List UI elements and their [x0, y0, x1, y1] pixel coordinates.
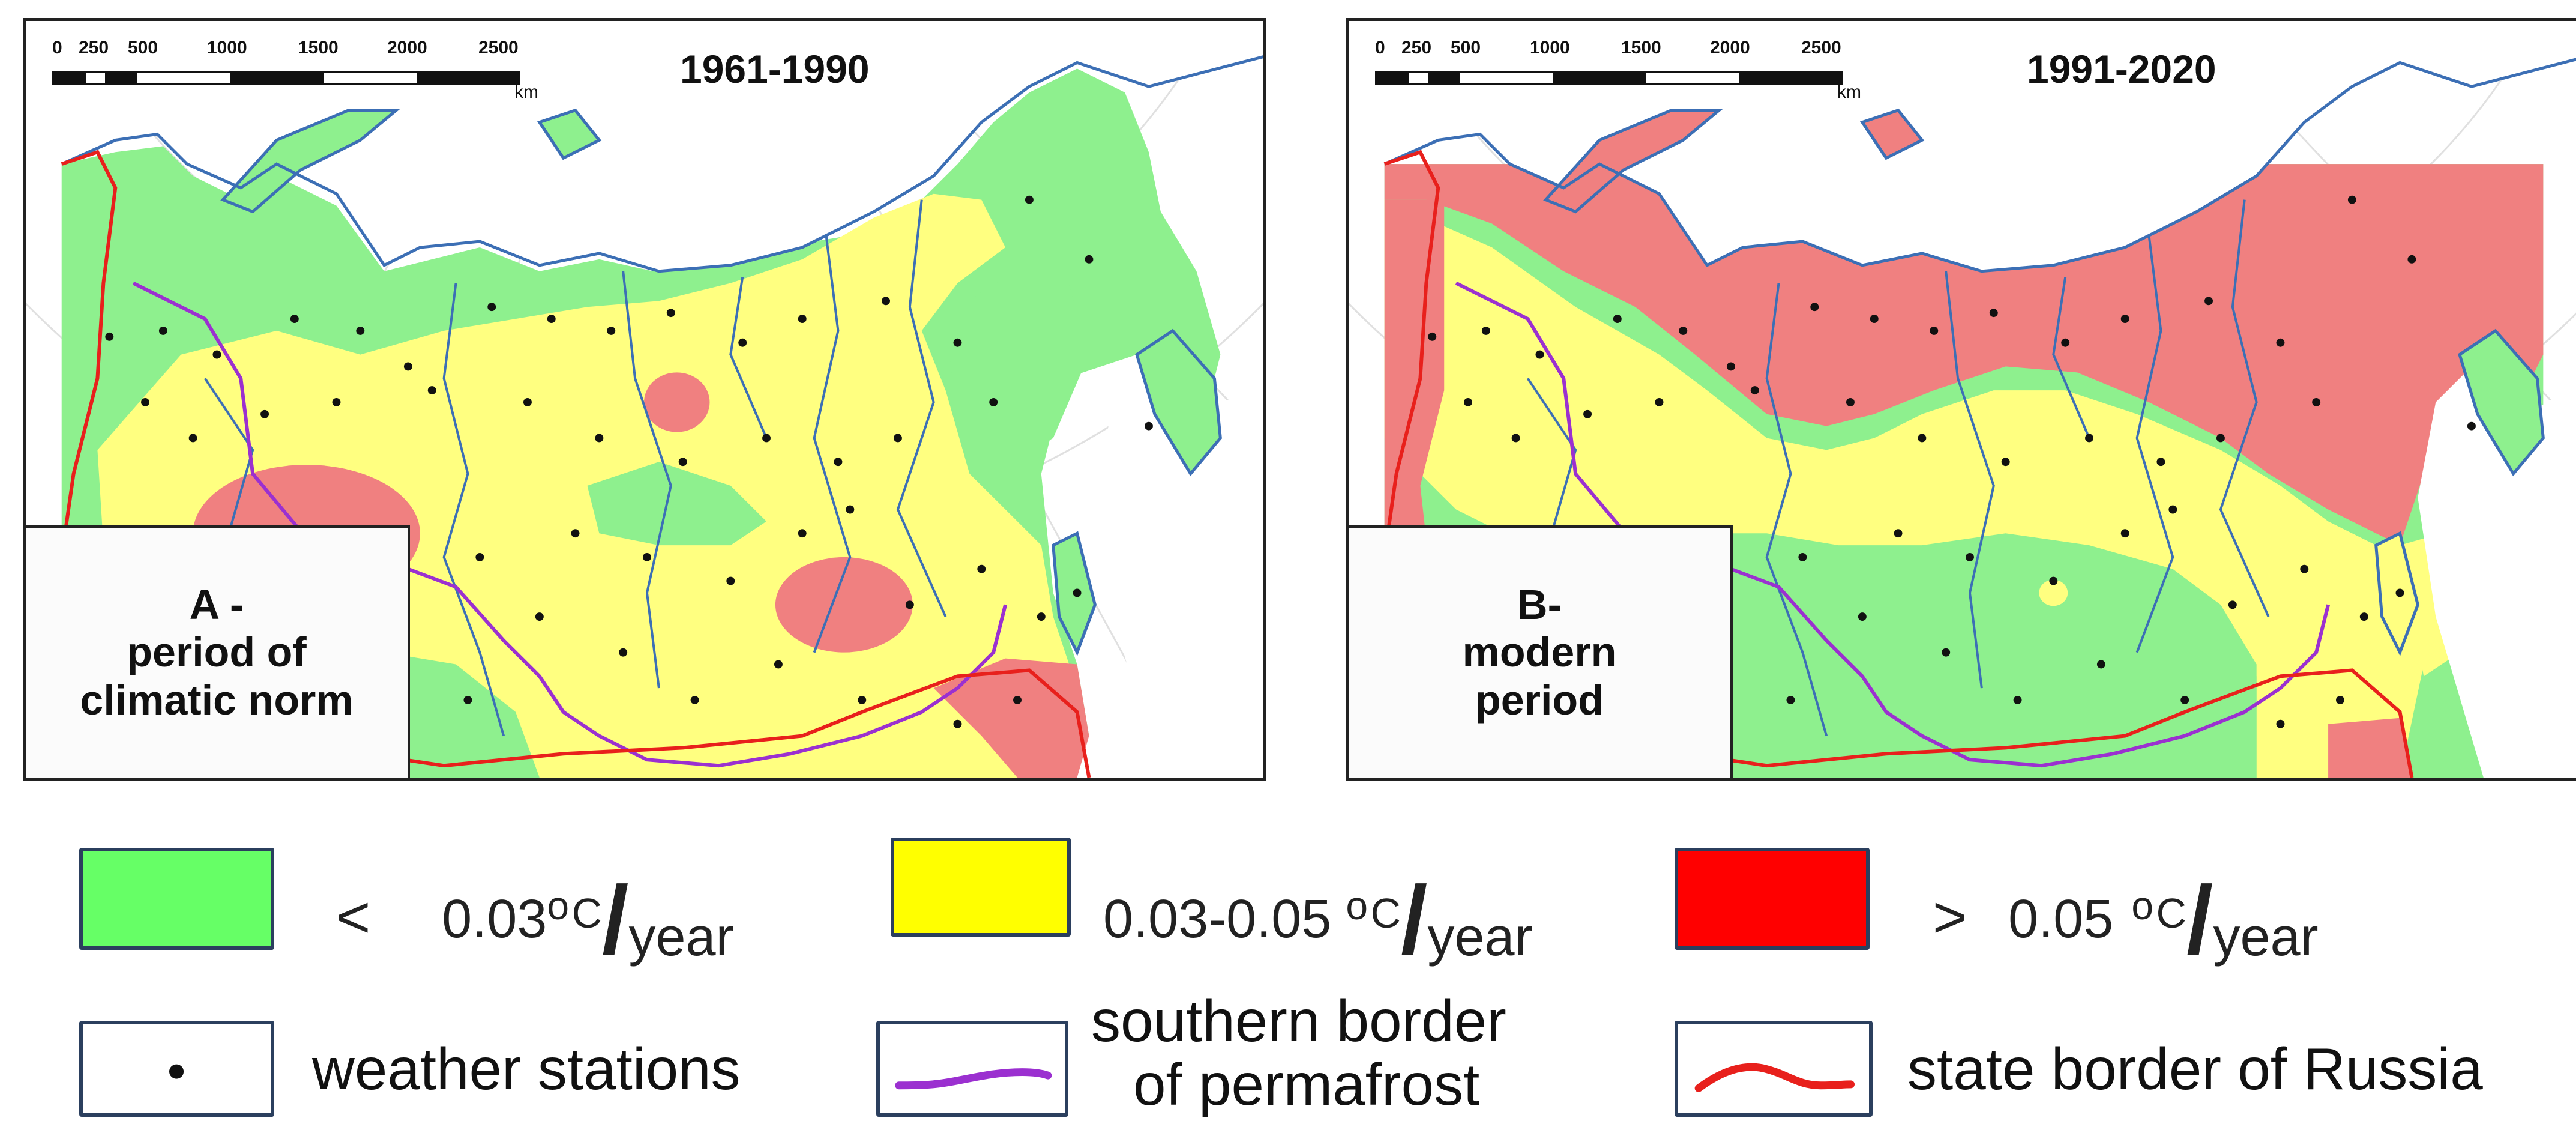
- legend-swatch-high: [1675, 848, 1870, 950]
- map-panel-b: 0 250 500 1000 1500 2000 2500 km 1991-20…: [1346, 18, 2576, 781]
- caption-b-line2: modern: [1462, 629, 1617, 676]
- period-title-b: 1991-2020: [2027, 47, 2216, 91]
- severnaya-zemlya: [537, 108, 602, 160]
- legend-swatch-permafrost: [876, 1021, 1068, 1117]
- kamchatka: [1135, 328, 1222, 477]
- legend-permafrost-line2: of permafrost: [1133, 1051, 1480, 1117]
- novaya-zemlya: [1543, 109, 1723, 214]
- caption-a-line1: A -: [189, 581, 244, 629]
- zone-yellow-dot: [2039, 579, 2068, 606]
- legend-low-slash: /: [602, 866, 629, 973]
- legend-mid-slash: /: [1401, 866, 1428, 973]
- scale-tick: 1000: [1530, 38, 1570, 58]
- legend-mid-value: 0.03-0.05: [1103, 889, 1332, 949]
- scale-tick: 250: [1401, 38, 1432, 58]
- legend-permafrost-label: southern border of permafrost: [1091, 989, 1506, 1117]
- legend-state-border-label: state border of Russia: [1907, 1036, 2483, 1102]
- scale-tick: 1000: [207, 38, 247, 58]
- legend-permafrost-line1: southern border: [1091, 988, 1506, 1054]
- permafrost-line-icon: [895, 1068, 1052, 1090]
- legend-rate-high: > 0.05 o C/year: [1933, 865, 2319, 975]
- legend-low-unit-year: year: [628, 907, 734, 967]
- scale-tick: 0: [1375, 38, 1385, 58]
- legend-swatch-stations: [79, 1021, 274, 1117]
- caption-b-line3: period: [1475, 676, 1604, 724]
- legend-mid-degree: o: [1346, 883, 1368, 928]
- legend-rate-mid: 0.03-0.05 o C/year: [1103, 865, 1533, 975]
- zone-green-south: [1587, 539, 2257, 778]
- scale-bar: 0 250 500 1000 1500 2000 2500 km: [52, 38, 538, 110]
- legend-low-degree: o: [547, 883, 570, 928]
- zone-green-inner: [587, 462, 767, 546]
- scale-tick: 1500: [1621, 38, 1661, 58]
- legend-high-operator: >: [1933, 884, 1967, 950]
- scale-tick: 2000: [387, 38, 427, 58]
- caption-b-line1: B-: [1517, 581, 1562, 629]
- scale-tick: 250: [79, 38, 109, 58]
- scale-tick: 500: [128, 38, 158, 58]
- scale-tick: 2000: [1710, 38, 1750, 58]
- zone-red-north: [1384, 164, 2544, 546]
- caption-a-line2: period of: [127, 629, 307, 676]
- scale-bar-segments: [52, 71, 520, 85]
- novaya-zemlya: [220, 109, 400, 214]
- weather-stations: [1428, 195, 2476, 728]
- scale-unit: km: [514, 82, 538, 102]
- legend-low-operator: <: [336, 884, 371, 950]
- legend-mid-unit-year: year: [1427, 907, 1533, 967]
- zone-green-east: [945, 271, 1089, 474]
- zone-red-east: [775, 557, 913, 653]
- legend-rate-low: < 0.03o C/year: [336, 865, 734, 975]
- legend-low-unit-c: C: [571, 890, 603, 937]
- legend-swatch-mid: [891, 838, 1071, 937]
- legend-mid-unit-c: C: [1370, 890, 1401, 937]
- scale-bar: 0 250 500 1000 1500 2000 2500 km: [1375, 38, 1861, 110]
- legend-high-slash: /: [2186, 866, 2213, 973]
- scale-tick: 500: [1451, 38, 1481, 58]
- zone-red-center: [644, 372, 710, 432]
- scale-tick: 2500: [1801, 38, 1841, 58]
- permafrost-border: [1455, 281, 2330, 768]
- scale-tick: 2500: [478, 38, 519, 58]
- scale-bar-segments: [1375, 71, 1843, 85]
- period-title-a: 1961-1990: [680, 47, 870, 91]
- legend-high-unit-year: year: [2213, 907, 2319, 967]
- legend-swatch-low: [79, 848, 274, 950]
- legend-high-degree: o: [2131, 883, 2154, 928]
- coastline: [1383, 58, 2576, 273]
- kamchatka: [2458, 328, 2545, 477]
- sea-east: [1095, 354, 1263, 778]
- scale-tick: 0: [52, 38, 62, 58]
- station-dot-icon: [169, 1064, 184, 1079]
- legend-stations-label: weather stations: [312, 1036, 741, 1102]
- caption-b: B- modern period: [1349, 525, 1733, 778]
- severnaya-zemlya: [1859, 108, 1925, 160]
- legend-high-unit-c: C: [2156, 890, 2187, 937]
- scale-unit: km: [1837, 82, 1861, 102]
- map-panel-a: 0 250 500 1000 1500 2000 2500 km 1961-19…: [23, 18, 1266, 781]
- legend-high-value: 0.05: [2008, 889, 2114, 949]
- state-border-line-icon: [1694, 1063, 1855, 1092]
- coastline: [61, 55, 1263, 273]
- zone-red-south: [2328, 718, 2412, 778]
- sea-east: [2418, 354, 2576, 778]
- legend-low-value: 0.03: [442, 889, 547, 949]
- caption-a: A - period of climatic norm: [26, 525, 410, 778]
- permafrost-border: [132, 281, 1007, 768]
- caption-a-line3: climatic norm: [80, 676, 354, 724]
- weather-stations: [105, 195, 1153, 728]
- zone-yellow: [1384, 199, 2424, 778]
- legend-swatch-state-border: [1675, 1021, 1873, 1117]
- scale-tick: 1500: [298, 38, 339, 58]
